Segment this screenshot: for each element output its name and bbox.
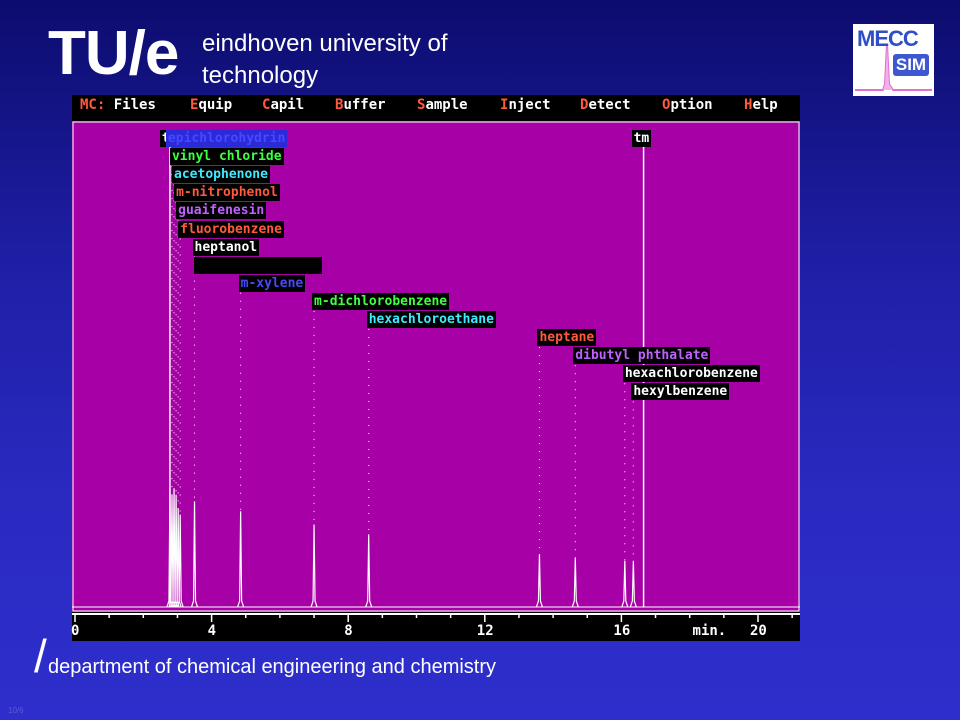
menu-item-buffer[interactable]: Buffer <box>335 95 386 115</box>
peak-fluorobenzene <box>176 514 184 608</box>
menu-label: quip <box>198 97 233 113</box>
menu-hotkey: D <box>580 97 589 113</box>
peak-m-dichlorobenzene <box>310 524 318 608</box>
menu-hotkey: MC: <box>80 97 106 113</box>
peak-label-m-dichlorobenzene: m-dichlorobenzene <box>312 292 450 310</box>
menu-bar: MC: Files Equip Capil Buffer Sample Inject Det… <box>72 95 800 115</box>
menu-label: ample <box>425 97 468 113</box>
peak-dibutyl phthalate <box>571 557 579 608</box>
footer-slash: / <box>34 630 47 682</box>
university-line-2: technology <box>202 62 319 89</box>
menu-item-mcfiles[interactable]: MC: Files <box>80 95 156 115</box>
university-line-1: eindhoven university of <box>202 30 448 57</box>
menu-label: Files <box>105 97 156 113</box>
peak-hexachloroethane <box>365 534 373 608</box>
menu-item-equip[interactable]: Equip <box>190 95 232 115</box>
peak-m-nitrophenol <box>172 494 180 608</box>
menu-item-sample[interactable]: Sample <box>417 95 468 115</box>
menu-label: nject <box>508 97 551 113</box>
menu-item-help[interactable]: Help <box>744 95 778 115</box>
page-number: 10/6 <box>8 706 24 715</box>
menu-hotkey: H <box>744 97 753 113</box>
peak-label-dibutyl phthalate: dibutyl phthalate <box>573 347 711 365</box>
mecc-logo-graphic <box>855 43 932 91</box>
x-tick-label-20: 20 <box>750 623 767 639</box>
peak-label-epichlorohydrin: epichlorohydrin <box>165 130 288 147</box>
peak-label-m-nitrophenol: m-nitrophenol <box>174 184 280 202</box>
x-tick-label-0: 0 <box>71 623 80 639</box>
menu-label: apil <box>270 97 305 113</box>
mecc-sim-logo: MECC SIM <box>853 24 934 96</box>
sim-logo-badge: SIM <box>893 54 929 76</box>
x-tick-label-16: 16 <box>613 623 631 639</box>
peak-label-m-xylene: m-xylene <box>238 274 306 292</box>
menu-hotkey: S <box>417 97 426 113</box>
tue-logo: TU/e <box>48 19 179 88</box>
menu-label: ption <box>670 97 713 113</box>
menu-label: etect <box>588 97 631 113</box>
x-tick-label-12: 12 <box>476 623 494 639</box>
x-axis-unit: min. <box>692 623 727 639</box>
x-tick-label-8: 8 <box>344 623 353 639</box>
menu-item-inject[interactable]: Inject <box>500 95 551 115</box>
menu-item-detect[interactable]: Detect <box>580 95 631 115</box>
plot-border <box>72 121 800 612</box>
time-axis: 0 4 8 12 16 20 min. <box>71 612 800 641</box>
x-tick-label-4: 4 <box>207 623 217 639</box>
menu-hotkey: B <box>335 97 344 113</box>
peak-label-vinyl chloride: vinyl chloride <box>169 148 284 166</box>
menu-hotkey: C <box>262 97 271 113</box>
peak-hexylbenzene <box>629 560 637 608</box>
menu-hotkey: I <box>500 97 509 113</box>
peak-heptanol <box>190 501 199 608</box>
peak-acetophenone <box>170 488 178 608</box>
peak-label-fluorobenzene: fluorobenzene <box>178 220 284 238</box>
menu-item-capil[interactable]: Capil <box>262 95 304 115</box>
peak-label-unnamed <box>194 256 323 274</box>
peak-label-acetophenone: acetophenone <box>172 166 270 184</box>
menu-hotkey: O <box>662 97 671 113</box>
department-name: department of chemical engineering and c… <box>48 656 497 678</box>
peak-heptane <box>535 554 544 608</box>
peak-label-guaifenesin: guaifenesin <box>176 202 267 220</box>
peak-label-heptanol: heptanol <box>192 238 260 256</box>
peak-label-hexylbenzene: hexylbenzene <box>631 383 730 401</box>
menu-hotkey: E <box>190 97 199 113</box>
menu-item-option[interactable]: Option <box>662 95 713 115</box>
menu-label: elp <box>752 97 778 113</box>
university-name: eindhoven university of technology <box>202 28 447 92</box>
peak-label-hexachloroethane: hexachloroethane <box>366 311 496 328</box>
marker-label-t: t <box>159 130 172 147</box>
peak-m-xylene <box>237 511 245 608</box>
mecc-logo-text: MECC <box>857 26 919 51</box>
peak-guaifenesin <box>174 507 182 608</box>
peak-label-hexachlorobenzene: hexachlorobenzene <box>622 365 760 383</box>
electropherogram-svg <box>72 121 800 612</box>
marker-label-tm: tm <box>631 130 652 147</box>
peak-hexachlorobenzene <box>621 560 629 608</box>
mecc-sim-window: MC: Files Equip Capil Buffer Sample Inject Det… <box>71 95 800 641</box>
peak-label-heptane: heptane <box>537 329 597 347</box>
peak-epichlorohydrin <box>166 488 174 608</box>
menu-label: uffer <box>343 97 386 113</box>
time-axis-svg <box>72 613 800 622</box>
